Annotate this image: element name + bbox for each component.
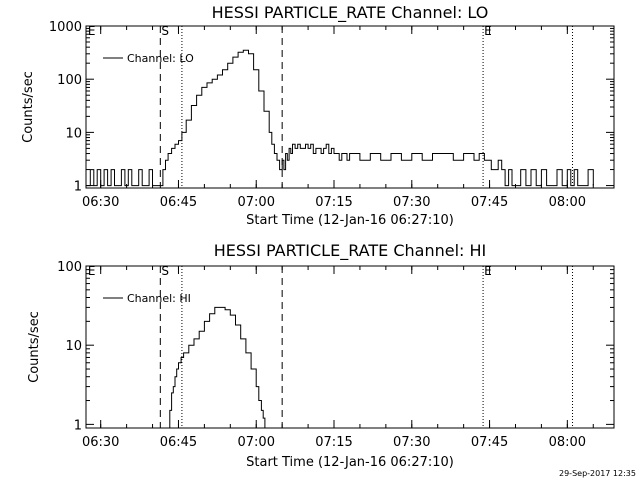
chart-title-lo: HESSI PARTICLE_RATE Channel: LO — [212, 3, 489, 23]
series-line-lo-0 — [86, 49, 594, 187]
legend-lo: Channel: LO — [103, 52, 194, 65]
y-tick-label-lo-3: 1000 — [49, 20, 82, 35]
x-tick-label-hi-1: 06:45 — [160, 435, 197, 450]
x-tick-label-lo-0: 06:30 — [82, 195, 119, 210]
legend-label-hi: Channel: HI — [127, 292, 191, 305]
x-axis-label-hi: Start Time (12-Jan-16 06:27:10) — [246, 455, 454, 470]
x-tick-label-hi-4: 07:30 — [393, 435, 430, 450]
panel-lo: HESSI PARTICLE_RATE Channel: LO E S E 06:3… — [21, 3, 615, 228]
y-tick-label-hi-1: 10 — [65, 339, 82, 354]
x-tick-label-lo-3: 07:15 — [315, 195, 352, 210]
marker-label-lo-0: E — [88, 24, 96, 38]
x-tick-label-lo-4: 07:30 — [393, 195, 430, 210]
y-tick-label-hi-0: 1 — [74, 418, 82, 433]
chart-title-hi: HESSI PARTICLE_RATE Channel: HI — [214, 241, 487, 261]
series-line-hi-0 — [168, 306, 266, 429]
legend-label-lo: Channel: LO — [127, 52, 194, 65]
timestamp: 29-Sep-2017 12:35 — [559, 469, 636, 478]
x-tick-label-hi-0: 06:30 — [82, 435, 119, 450]
legend-hi: Channel: HI — [103, 292, 191, 305]
panel-hi: HESSI PARTICLE_RATE Channel: HI E S E 06:3… — [27, 241, 615, 470]
x-tick-label-lo-6: 08:00 — [549, 195, 586, 210]
x-tick-label-lo-2: 07:00 — [238, 195, 275, 210]
y-axis-label-lo: Counts/sec — [21, 71, 36, 143]
x-tick-label-hi-2: 07:00 — [238, 435, 275, 450]
y-tick-label-lo-1: 10 — [65, 126, 82, 141]
marker-label-lo-1: S — [161, 24, 169, 38]
x-axis-label-lo: Start Time (12-Jan-16 06:27:10) — [246, 213, 454, 228]
x-tick-label-hi-5: 07:45 — [471, 435, 508, 450]
x-tick-label-hi-3: 07:15 — [315, 435, 352, 450]
x-tick-label-lo-5: 07:45 — [471, 195, 508, 210]
plot-frame-hi — [85, 265, 615, 429]
marker-label-hi-1: S — [161, 264, 169, 278]
y-tick-label-lo-0: 1 — [74, 180, 82, 195]
y-tick-label-hi-2: 100 — [57, 260, 82, 275]
x-tick-label-hi-6: 08:00 — [549, 435, 586, 450]
marker-label-hi-2: E — [484, 264, 492, 278]
marker-label-hi-0: E — [88, 264, 96, 278]
y-tick-label-lo-2: 100 — [57, 73, 82, 88]
marker-label-lo-2: E — [484, 24, 492, 38]
y-axis-label-hi: Counts/sec — [27, 311, 42, 383]
x-tick-label-lo-1: 06:45 — [160, 195, 197, 210]
